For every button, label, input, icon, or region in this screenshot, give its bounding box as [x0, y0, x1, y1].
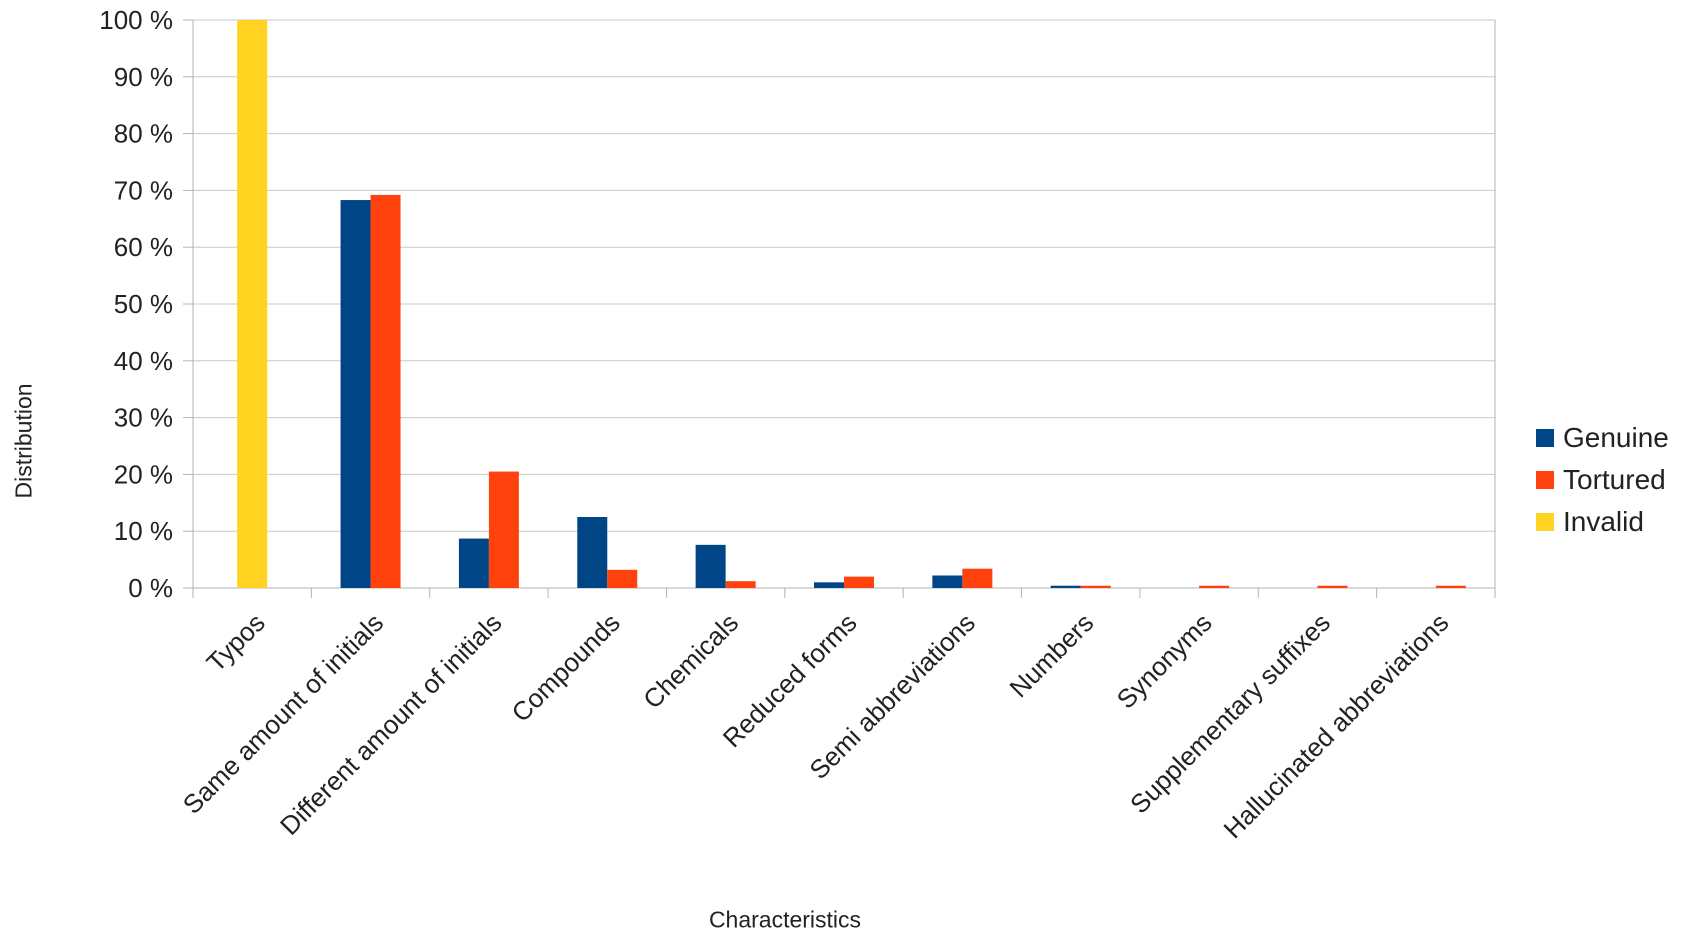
legend-swatch-tortured: [1536, 471, 1554, 489]
x-tick-label: Hallucinated abbreviations: [1218, 607, 1455, 844]
y-tick-label: 50 %: [114, 289, 173, 319]
bar-genuine: [577, 517, 608, 588]
legend-label-invalid: Invalid: [1563, 506, 1644, 537]
bar-tortured: [1435, 585, 1466, 588]
bar-tortured: [1080, 585, 1111, 588]
bar-tortured: [488, 471, 519, 588]
bar-genuine: [458, 538, 489, 588]
bar-invalid: [237, 20, 268, 588]
bar-tortured: [1199, 585, 1230, 588]
y-tick-label: 90 %: [114, 62, 173, 92]
legend-item-tortured: Tortured: [1536, 459, 1669, 501]
legend-swatch-genuine: [1536, 429, 1554, 447]
bar-tortured: [607, 569, 638, 588]
bar-genuine: [814, 582, 844, 588]
bar-tortured: [1317, 585, 1348, 588]
y-tick-label: 40 %: [114, 346, 173, 376]
x-axis-label: Characteristics: [708, 906, 862, 933]
bar-genuine: [695, 544, 726, 588]
legend-item-genuine: Genuine: [1536, 417, 1669, 459]
legend-label-tortured: Tortured: [1563, 464, 1666, 495]
legend-swatch-invalid: [1536, 513, 1554, 531]
legend-label-genuine: Genuine: [1563, 422, 1669, 453]
bar-tortured: [844, 576, 874, 588]
y-tick-label: 20 %: [114, 459, 173, 489]
bar-tortured: [370, 194, 401, 588]
x-tick-label: Chemicals: [637, 607, 744, 714]
y-tick-label: 0 %: [128, 573, 173, 603]
bar-genuine: [340, 200, 371, 588]
y-tick-label: 70 %: [114, 175, 173, 205]
x-tick-label: Typos: [201, 607, 271, 677]
y-tick-label: 30 %: [114, 403, 173, 433]
bar-genuine: [1050, 585, 1081, 588]
legend-item-invalid: Invalid: [1536, 501, 1669, 543]
bar-genuine: [932, 575, 963, 588]
bar-tortured: [725, 581, 756, 588]
x-tick-label: Synonyms: [1111, 607, 1218, 714]
x-tick-label: Numbers: [1004, 607, 1100, 703]
legend: Genuine Tortured Invalid: [1536, 417, 1669, 543]
y-tick-label: 80 %: [114, 119, 173, 149]
y-tick-label: 100 %: [99, 5, 173, 35]
x-tick-label: Supplementary suffixes: [1124, 607, 1336, 819]
bar-tortured: [962, 568, 993, 588]
x-tick-label: Different amount of initials: [274, 607, 507, 840]
y-tick-label: 60 %: [114, 232, 173, 262]
x-tick-label: Same amount of initials: [177, 607, 389, 819]
x-tick-label: Compounds: [506, 607, 626, 727]
y-tick-label: 10 %: [114, 516, 173, 546]
y-axis-label: Distribution: [10, 383, 37, 499]
